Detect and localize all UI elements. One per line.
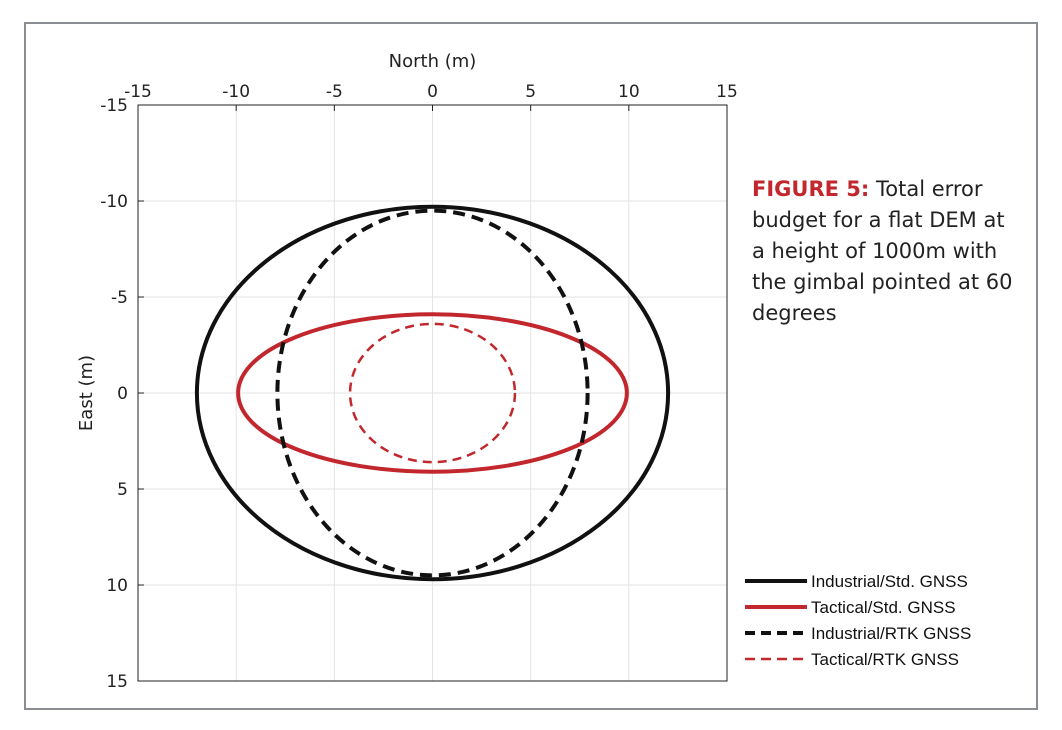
y-tick-label: -5: [111, 288, 128, 308]
series-group: [194, 204, 671, 582]
legend: Industrial/Std. GNSS Tactical/Std. GNSS In…: [745, 572, 971, 669]
series-ellipse-1: [194, 204, 671, 582]
x-tick-label: 10: [618, 82, 640, 102]
series-ellipse-2: [236, 312, 629, 474]
figure-caption: FIGURE 5: Total error budget for a flat …: [752, 174, 1022, 329]
x-tick-label: 15: [716, 82, 738, 102]
legend-label: Industrial/Std. GNSS: [811, 572, 968, 591]
series-ellipse-3: [275, 208, 590, 578]
figure-caption-label: FIGURE 5:: [752, 177, 870, 201]
y-tick-label: 0: [117, 384, 128, 404]
y-axis-title: East (m): [76, 355, 97, 431]
figure-caption-text: Total error budget for a flat DEM at a h…: [752, 177, 1013, 325]
legend-label: Industrial/RTK GNSS: [811, 624, 971, 643]
grid-lines: [137, 104, 728, 682]
x-tick-label: -5: [326, 82, 343, 102]
x-tick-label: 0: [427, 82, 438, 102]
y-tick-label: 10: [106, 576, 128, 596]
series-ellipse-4: [348, 322, 517, 464]
axis-ticks: -15 -10 -5 0 5 10 15 -15 -10 -5 0 5 10 15: [100, 82, 738, 692]
x-tick-label: -10: [222, 82, 250, 102]
x-tick-label: 5: [525, 82, 536, 102]
legend-label: Tactical/RTK GNSS: [811, 650, 959, 669]
legend-label: Tactical/Std. GNSS: [811, 598, 956, 617]
y-tick-label: 15: [106, 672, 128, 692]
x-axis-title: North (m): [389, 51, 477, 72]
x-tick-label: -15: [124, 82, 152, 102]
y-tick-label: -10: [100, 192, 128, 212]
y-tick-label: 5: [117, 480, 128, 500]
y-tick-label: -15: [100, 96, 128, 116]
